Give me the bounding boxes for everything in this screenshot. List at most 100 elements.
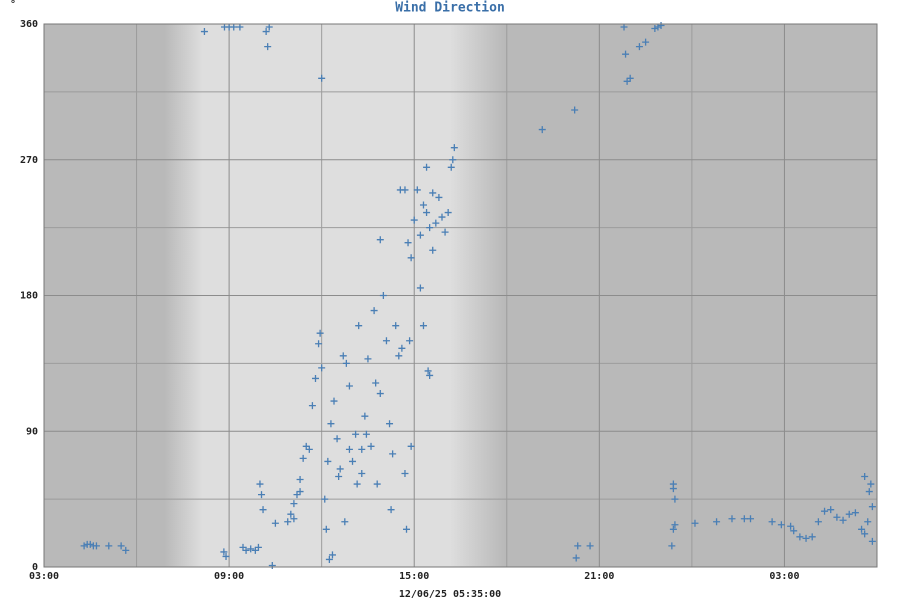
point [821,507,829,515]
point [239,543,247,551]
point [403,525,411,533]
point [258,491,266,499]
point [851,509,859,517]
point [284,518,292,526]
y-tick-label: 90 [26,426,38,437]
point [290,500,298,508]
point [413,186,421,194]
point [861,530,869,538]
point [450,144,458,152]
point [345,445,353,453]
point [254,543,262,551]
point [867,480,875,488]
point [395,352,403,360]
point [572,554,580,562]
point [362,430,370,438]
point [264,43,272,51]
point [747,515,755,523]
point [302,442,310,450]
point [342,359,350,367]
point [833,513,841,521]
point [355,322,363,330]
point [353,480,361,488]
point [398,344,406,352]
point [386,420,394,428]
point [429,189,437,197]
point [864,518,872,526]
point [401,186,409,194]
point [341,518,349,526]
point [861,473,869,480]
point [740,515,748,523]
point [339,352,347,360]
point [358,469,366,477]
x-tick-label: 09:00 [214,571,244,582]
point [796,533,804,541]
x-tick-label: 21:00 [584,571,614,582]
point [122,546,130,554]
point [367,442,375,450]
plot-frame [43,23,878,568]
point [352,430,360,438]
point [651,25,659,33]
point [574,542,582,550]
point [349,457,357,465]
point [293,491,301,499]
point [364,355,372,363]
points [80,22,876,569]
point [247,545,255,553]
point [671,495,679,503]
point [328,551,336,559]
point [322,525,330,533]
point [290,515,298,523]
point [768,518,776,526]
point [419,201,427,209]
point [622,50,630,58]
point [858,525,866,533]
point [262,28,270,36]
point [814,518,822,526]
point [305,445,313,453]
point [407,442,415,450]
point [336,465,344,473]
point [669,485,677,493]
point [447,163,455,171]
point [268,561,276,569]
point [808,533,816,541]
point [410,216,418,224]
point [432,219,440,227]
point [423,209,431,217]
point [345,382,353,390]
point [265,23,273,31]
point [376,390,384,398]
y-tick-label: 180 [20,291,38,302]
point [654,23,662,31]
point [387,506,395,514]
point [441,228,449,236]
point [333,435,341,443]
point [271,519,279,527]
x-tick-label: 15:00 [399,571,429,582]
point [370,307,378,315]
point [429,246,437,254]
y-tick-label: 0 [32,562,38,573]
point [316,329,324,337]
point [406,337,414,345]
point [392,322,400,330]
point [839,516,847,524]
point [802,534,810,542]
point [389,450,397,458]
point [404,239,412,247]
point [92,542,100,550]
point [435,193,443,201]
point [657,22,665,30]
point [242,546,250,554]
point [259,506,267,514]
point [315,340,323,348]
point [845,510,853,518]
point [80,542,88,550]
point [330,397,338,405]
x-tick-label: 03:00 [769,571,799,582]
point [691,519,699,527]
point [236,23,244,31]
